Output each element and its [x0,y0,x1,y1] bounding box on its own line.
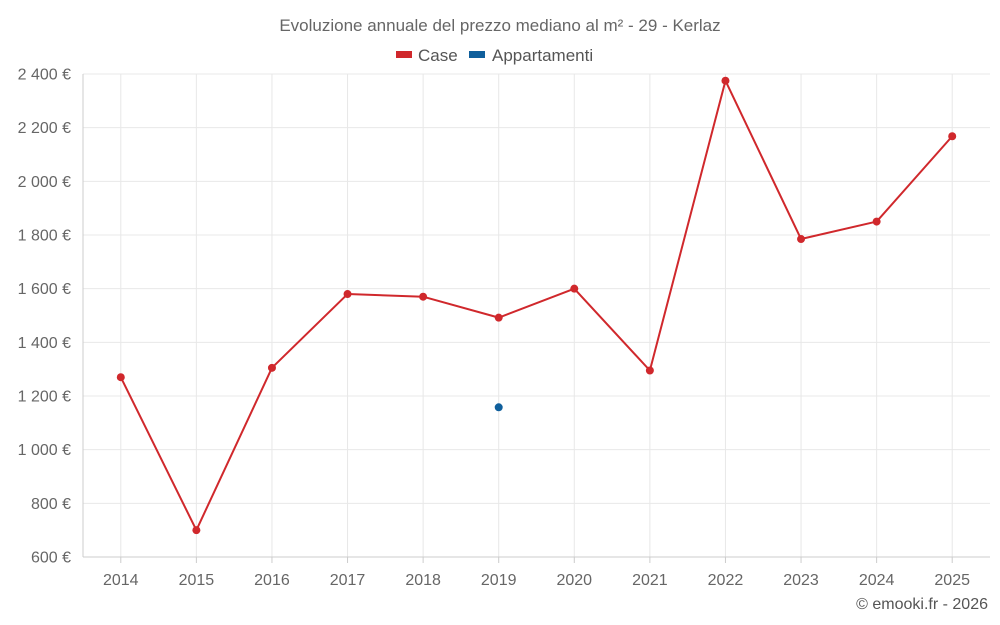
y-tick-label: 800 € [31,496,71,513]
x-tick-label: 2025 [934,572,970,589]
x-tick-label: 2019 [481,572,517,589]
data-point[interactable] [116,373,125,382]
data-point[interactable] [645,366,654,375]
data-point[interactable] [343,290,352,299]
x-tick-label: 2016 [254,572,290,589]
legend-item-appartamenti[interactable]: Appartamenti [469,46,593,65]
data-point[interactable] [192,526,201,535]
y-tick-label: 600 € [31,550,71,567]
y-tick-label: 1 200 € [18,389,71,406]
x-tick-label: 2022 [708,572,744,589]
data-point[interactable] [494,403,503,412]
axes: 600 € 800 € 1 000 € 1 200 € 1 400 € 1 600 € 1 … [18,67,990,589]
y-tick-label: 1 000 € [18,442,71,459]
x-tick-label: 2014 [103,572,139,589]
x-tick-label: 2024 [859,572,895,589]
legend-item-case[interactable]: Case [396,46,458,65]
data-point[interactable] [267,363,276,372]
y-tick-label: 1 600 € [18,281,71,298]
data-point[interactable] [872,217,881,226]
grid [83,73,990,557]
data-point[interactable] [419,292,428,301]
x-tick-label: 2018 [405,572,441,589]
y-tick-label: 1 400 € [18,335,71,352]
series-case [116,76,957,535]
y-tick-label: 2 000 € [18,174,71,191]
legend-label-appartamenti: Appartamenti [492,46,593,65]
data-point[interactable] [948,132,957,141]
series-line [119,79,953,532]
x-tick-label: 2023 [783,572,819,589]
legend-label-case: Case [418,46,458,65]
series-appartamenti [494,403,503,412]
data-point[interactable] [570,284,579,293]
data-point[interactable] [494,313,503,322]
x-tick-label: 2021 [632,572,668,589]
x-tick-label: 2020 [556,572,592,589]
y-tick-label: 2 400 € [18,67,71,84]
legend-swatch-case [396,51,412,58]
credit-text: © emooki.fr - 2026 [856,596,988,613]
chart-title: Evoluzione annuale del prezzo mediano al… [279,16,720,35]
legend-swatch-appartamenti [469,51,485,58]
data-point[interactable] [721,76,730,85]
y-tick-label: 1 800 € [18,228,71,245]
x-tick-label: 2015 [179,572,215,589]
series [116,76,957,535]
y-tick-label: 2 200 € [18,120,71,137]
data-point[interactable] [797,235,806,244]
x-tick-label: 2017 [330,572,366,589]
legend: Case Appartamenti [396,46,593,65]
